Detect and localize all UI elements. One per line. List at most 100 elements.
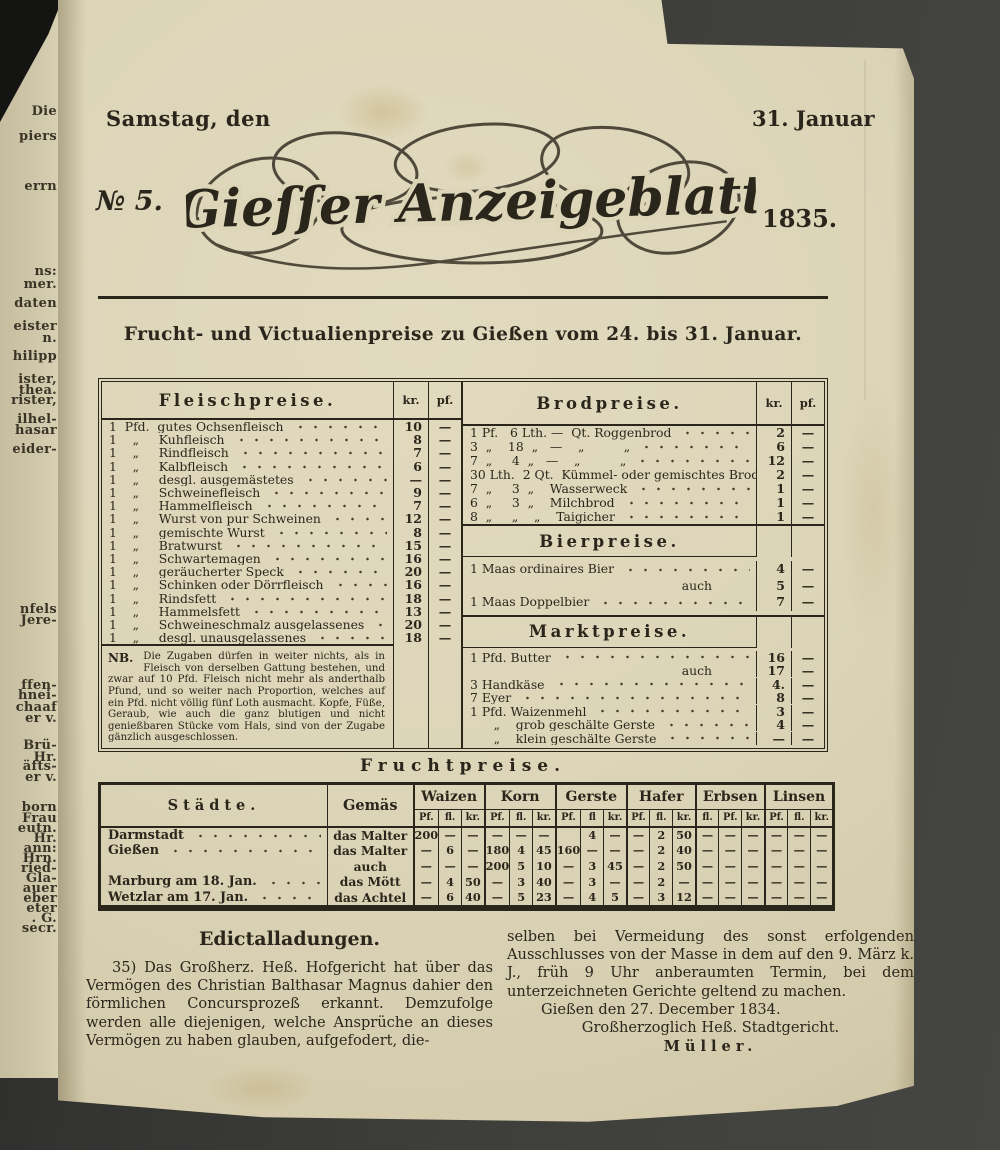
grain-subcolumn-header: fl. xyxy=(787,809,811,828)
fruit-prices-table: Städte. Gemäs Waizen Korn Gerste Hafer Erbsen L… xyxy=(98,782,836,911)
dot-leader xyxy=(302,472,387,486)
price-pfennig-value: — xyxy=(791,468,824,482)
price-item-text: 1 „ gemischte Wurst xyxy=(109,525,265,539)
price-value-cell: 4 xyxy=(509,842,533,859)
price-item-text: 1 Maas Doppelbier xyxy=(470,594,590,609)
price-pfennig-value: — xyxy=(428,486,461,499)
price-item: 1 Pfd. Waizenmehl xyxy=(463,704,756,718)
price-value-cell: — xyxy=(787,874,811,890)
dot-leader xyxy=(237,446,387,460)
price-kreuzer-value: 7 xyxy=(756,594,791,611)
dot-leader xyxy=(623,510,750,524)
price-kreuzer-value: 5 xyxy=(756,577,791,594)
price-value-cell: — xyxy=(718,889,742,908)
fruit-price-row: Darmstadt das Malter 200— — — — —4— —2 50— — — — — — xyxy=(100,826,834,843)
price-kreuzer-value: 8 xyxy=(393,433,428,446)
price-pfennig-value: — xyxy=(791,718,824,731)
price-value-cell: — xyxy=(625,858,650,875)
newspaper-page: Samstag, den 31. Januar № 5. 1835. Gieſſ… xyxy=(58,0,914,1122)
price-value-cell: — xyxy=(718,858,742,875)
price-value-cell: — xyxy=(554,889,581,908)
margin-text-fragment: daten xyxy=(14,296,57,311)
price-kreuzer-value: 1 xyxy=(756,496,791,510)
price-pfennig-value: — xyxy=(791,664,824,677)
meat-prices-header: Fleischpreise. kr. pf. xyxy=(102,382,461,421)
grain-group-header: Erbsen xyxy=(694,783,765,810)
city-line: Wetzlar am 17. Jan. xyxy=(108,889,327,905)
price-item-text: „ klein geschälte Gerste xyxy=(470,731,657,745)
price-value-cell: — xyxy=(625,842,650,859)
price-item: 1 „ Schweineschmalz ausgelassenes xyxy=(102,617,393,632)
price-item: 1 Pfd. gutes Ochsenfleisch xyxy=(102,420,393,434)
masthead-day: Samstag, den xyxy=(106,106,271,131)
margin-text-fragment: nfels xyxy=(19,602,57,617)
price-value-cell: 12 xyxy=(672,889,696,908)
price-kreuzer-value: 15 xyxy=(393,539,428,552)
margin-text-fragment: Brü- xyxy=(23,738,57,753)
price-pfennig-value: — xyxy=(791,731,824,745)
price-value-cell: — xyxy=(787,889,811,908)
price-kreuzer-value: 17 xyxy=(756,664,791,677)
kreuzer-column-header: kr. xyxy=(393,382,428,419)
price-pfennig-value: — xyxy=(791,577,824,594)
price-pfennig-value: — xyxy=(428,552,461,565)
beer-price-rows: 1 Maas ordinaires Bier 4— auch 5— 1 Maas Dop… xyxy=(463,557,824,615)
price-value-cell: — xyxy=(763,842,788,859)
price-value-cell: 40 xyxy=(461,889,485,908)
price-kreuzer-value: 10 xyxy=(393,420,428,433)
grain-subcolumn-header: Pf. xyxy=(763,809,788,828)
price-value-cell: — xyxy=(810,889,834,908)
margin-text-fragment: eter xyxy=(26,901,57,916)
price-kreuzer-value: 20 xyxy=(393,618,428,631)
price-item: auch xyxy=(463,578,756,595)
price-value-cell: — xyxy=(694,874,719,890)
city-line: Darmstadt xyxy=(108,827,327,843)
price-value-cell: — xyxy=(461,858,485,875)
price-pfennig-value: — xyxy=(791,496,824,510)
fruit-prices-title: Fruchtpreise. xyxy=(359,756,567,776)
price-value-cell: — xyxy=(694,889,719,908)
price-item-text: 1 Pfd. gutes Ochsenfleisch xyxy=(109,420,284,434)
price-kreuzer-value: 3 xyxy=(756,704,791,718)
grain-subcolumn-header: kr. xyxy=(741,809,765,828)
city-name: Marburg am 18. Jan. xyxy=(108,874,257,890)
margin-text-fragment: Hrn. xyxy=(22,851,57,866)
price-kreuzer-value: 7 xyxy=(393,499,428,512)
price-pfennig-value: — xyxy=(428,420,461,433)
grain-subcolumn-header: Pf. xyxy=(625,809,650,828)
price-item: 1 Pf. 6 Lth. — Qt. Roggenbrod xyxy=(463,426,756,440)
price-item-text: „ grob geschälte Gerste xyxy=(470,718,655,732)
margin-text-fragment: Gla- xyxy=(25,871,57,886)
price-pfennig-value: — xyxy=(791,482,824,496)
price-kreuzer-value: 2 xyxy=(756,426,791,440)
masthead-divider xyxy=(98,296,828,299)
price-value-cell: 4 xyxy=(438,874,462,890)
price-value-cell: — xyxy=(694,842,719,859)
grain-subcolumn-header: fl xyxy=(580,809,604,828)
margin-text-fragment: eider- xyxy=(12,442,57,457)
price-item-text: 1 „ Bratwurst xyxy=(109,538,222,552)
price-kreuzer-value: 1 xyxy=(756,482,791,496)
price-item: 3 Handkäse xyxy=(463,677,756,691)
price-item: 7 „ 3 „ Wasserweck xyxy=(463,482,756,496)
dot-leader xyxy=(636,482,750,496)
empty-kr-cell xyxy=(756,616,791,648)
grain-group-header: Linsen xyxy=(763,783,834,810)
city-cell xyxy=(100,858,328,874)
price-item: „ grob geschälte Gerste xyxy=(463,718,756,732)
price-item-text: 1 „ Kuhfleisch xyxy=(109,433,225,447)
price-value-cell: — xyxy=(625,826,650,843)
price-kreuzer-value: 6 xyxy=(756,440,791,454)
measure-cell: das Mött xyxy=(327,874,414,890)
margin-text-fragment: hnei- xyxy=(17,688,57,703)
price-pfennig-value: — xyxy=(428,433,461,446)
price-pfennig-value: — xyxy=(791,691,824,704)
grain-group-header: Gerste xyxy=(554,783,627,810)
price-item: 1 Maas ordinaires Bier xyxy=(463,561,756,578)
price-kreuzer-value: 18 xyxy=(393,631,428,644)
city-cell: Wetzlar am 17. Jan. xyxy=(100,889,328,908)
margin-text-fragment: hilipp xyxy=(12,349,57,364)
dot-leader xyxy=(329,512,387,526)
dot-leader xyxy=(635,454,750,468)
empty-kr-cell xyxy=(756,526,791,557)
